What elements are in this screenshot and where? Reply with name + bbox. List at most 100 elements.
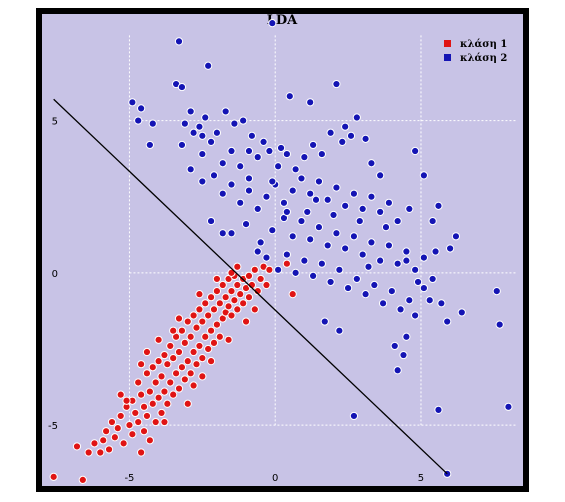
point-class2-18: [259, 137, 268, 146]
point-class2-13: [212, 128, 222, 137]
point-class1-92: [244, 271, 254, 280]
point-class1-21: [137, 448, 146, 457]
point-class2-61: [349, 189, 359, 198]
point-class2-68: [419, 171, 428, 180]
point-class1-0: [49, 472, 58, 481]
point-class2-126: [393, 366, 402, 375]
point-class2-75: [241, 220, 251, 229]
point-class1-19: [134, 417, 143, 427]
point-class1-40: [166, 378, 175, 387]
y-tick-label-2: 5: [52, 117, 58, 128]
point-class1-122: [233, 262, 242, 271]
point-class2-122: [411, 311, 420, 320]
point-class1-41: [166, 341, 175, 351]
point-class2-96: [262, 253, 271, 262]
point-class2-62: [358, 204, 367, 213]
point-class2-76: [256, 238, 265, 247]
point-class2-103: [326, 277, 335, 287]
point-class1-24: [142, 369, 152, 378]
point-class1-60: [195, 341, 204, 351]
point-class2-43: [186, 165, 195, 174]
point-class1-48: [177, 363, 187, 372]
point-class2-72: [451, 232, 461, 241]
y-tick-label-1: 0: [52, 269, 58, 280]
point-class1-33: [154, 393, 163, 402]
point-class2-138: [276, 143, 286, 153]
point-class1-114: [224, 335, 233, 344]
point-class2-120: [434, 405, 443, 414]
legend-label-class2: κλάση 2: [460, 53, 507, 64]
point-class1-103: [160, 417, 169, 427]
point-class2-41: [341, 122, 350, 131]
point-class1-47: [174, 347, 184, 357]
point-class2-15: [230, 119, 239, 128]
point-class1-8: [107, 417, 117, 427]
point-class1-12: [119, 439, 128, 448]
point-class1-3: [90, 439, 99, 448]
point-class1-39: [163, 360, 172, 369]
point-class2-107: [361, 290, 370, 299]
point-class2-92: [402, 247, 411, 256]
point-class2-38: [361, 134, 370, 143]
point-class1-107: [212, 274, 222, 284]
point-class2-85: [341, 244, 350, 253]
point-class2-83: [323, 241, 332, 250]
point-class2-73: [206, 216, 216, 226]
point-class2-74: [227, 229, 236, 238]
point-class1-112: [189, 381, 198, 390]
x-tick-label-0: -5: [124, 473, 134, 484]
point-class1-61: [195, 305, 204, 314]
point-class1-56: [189, 347, 198, 357]
point-class2-125: [402, 332, 411, 341]
point-class2-60: [341, 201, 350, 210]
point-class1-29: [148, 363, 157, 372]
point-class2-65: [384, 198, 394, 207]
point-class1-90: [239, 299, 248, 308]
point-class2-4: [177, 82, 187, 92]
point-class1-106: [195, 290, 204, 299]
point-class2-64: [376, 207, 385, 217]
point-class1-77: [218, 280, 227, 290]
point-class2-10: [186, 107, 195, 116]
point-class2-49: [244, 186, 254, 195]
point-class2-90: [384, 241, 394, 250]
point-class2-7: [134, 116, 143, 125]
point-class1-55: [186, 332, 195, 341]
point-class1-73: [212, 287, 222, 296]
point-class2-21: [198, 149, 207, 159]
point-class1-96: [253, 287, 262, 296]
point-class2-131: [335, 326, 344, 335]
point-class2-112: [405, 296, 414, 305]
point-class2-80: [297, 216, 306, 226]
point-class1-102: [288, 290, 297, 299]
point-class2-23: [218, 159, 227, 168]
point-class1-14: [125, 420, 134, 430]
point-class2-128: [419, 283, 428, 293]
point-class1-57: [189, 311, 198, 320]
point-class2-117: [492, 287, 501, 296]
point-class1-93: [244, 293, 254, 302]
point-class1-49: [177, 326, 187, 335]
point-class2-37: [346, 131, 356, 140]
point-class2-28: [265, 146, 274, 156]
point-class1-88: [236, 290, 245, 299]
point-class2-9: [180, 119, 189, 128]
legend-marker-class1: [444, 40, 451, 47]
point-class2-99: [291, 268, 300, 277]
point-class2-135: [148, 119, 157, 128]
legend-marker-class2: [444, 54, 451, 61]
point-class2-27: [253, 153, 262, 162]
point-class2-11: [195, 122, 204, 131]
y-tick-label-0: -5: [48, 421, 58, 432]
point-class2-79: [288, 232, 297, 241]
point-class1-100: [265, 265, 274, 274]
point-class2-25: [236, 162, 245, 171]
point-class2-129: [349, 411, 359, 421]
point-class2-6: [137, 104, 146, 113]
point-class2-87: [358, 250, 367, 259]
point-class1-97: [256, 274, 265, 284]
point-class2-2: [204, 61, 213, 70]
point-class1-62: [198, 354, 207, 363]
point-class2-53: [279, 198, 289, 207]
point-class1-17: [131, 408, 140, 418]
